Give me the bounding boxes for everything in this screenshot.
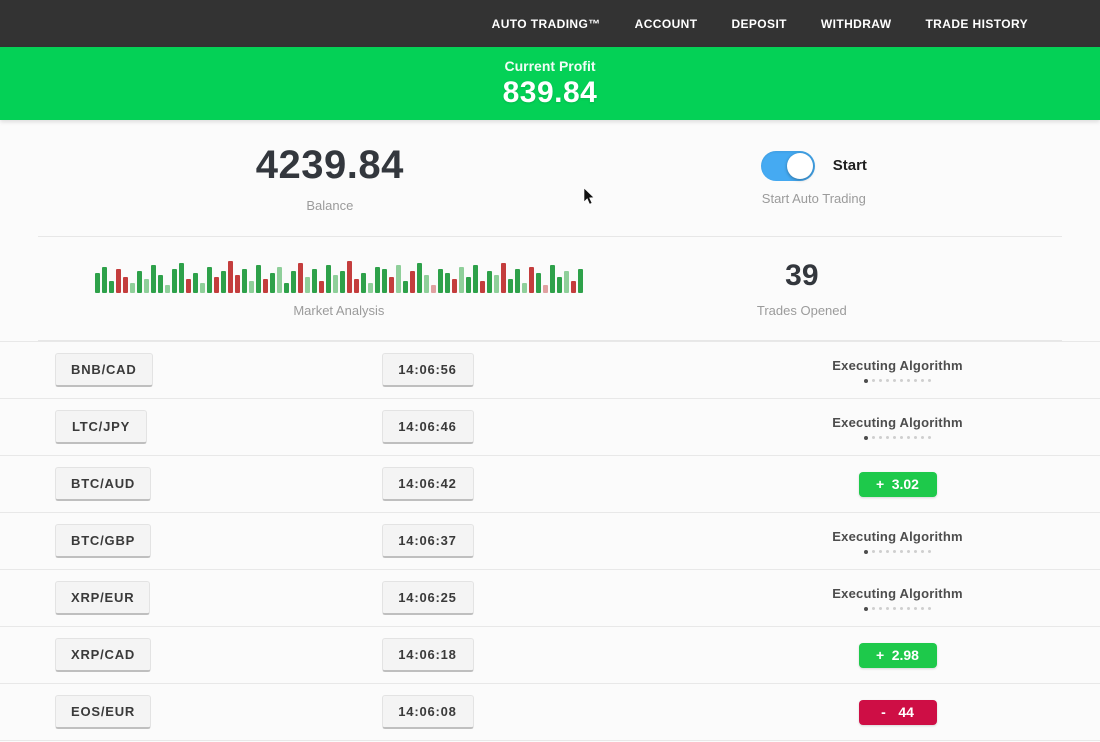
nav-item-account[interactable]: ACCOUNT [634,16,698,31]
progress-dots [864,435,931,440]
pair-chip: BNB/CAD [55,353,153,387]
balance-section: 4239.84 Balance Start Start Auto Trading [38,120,1062,237]
pair-chip: EOS/EUR [55,695,152,729]
auto-trading-toggle[interactable] [760,150,815,181]
balance-value: 4239.84 [255,143,404,187]
nav-item-deposit[interactable]: DEPOSIT [731,16,787,31]
top-nav-bar: AUTO TRADING™ ACCOUNT DEPOSIT WITHDRAW T… [0,0,1100,47]
table-row: BTC/AUD 14:06:42 + 3.02 [0,455,1100,512]
toggle-caption: Start Auto Trading [761,190,866,206]
nav-item-trade-history[interactable]: TRADE HISTORY [925,16,1028,31]
time-chip: 14:06:08 [381,695,474,729]
profit-badge: + 2.98 [858,642,937,668]
time-chip: 14:06:56 [381,353,474,387]
toggle-label: Start [832,157,867,174]
nav-item-auto-trading[interactable]: AUTO TRADING™ [491,16,601,31]
balance-block: 4239.84 Balance [38,120,622,236]
time-chip: 14:06:46 [381,410,474,444]
time-chip: 14:06:37 [381,524,474,558]
pair-chip: XRP/CAD [55,638,152,672]
status-executing: Executing Algorithm [832,529,963,554]
market-section: Market Analysis 39 Trades Opened [38,237,1062,341]
table-row: EOS/EUR 14:06:08 - 44 [0,683,1100,740]
balance-label: Balance [306,198,354,213]
progress-dots [864,378,931,383]
time-chip: 14:06:25 [381,581,474,615]
status-executing: Executing Algorithm [832,586,963,611]
market-analysis-block: Market Analysis [56,237,622,340]
pair-chip: BTC/GBP [55,524,152,558]
current-profit-banner: Current Profit 839.84 [0,47,1100,120]
status-executing: Executing Algorithm [832,415,963,440]
market-analysis-chart [94,259,583,293]
loss-badge: - 44 [858,699,937,725]
pair-chip: LTC/JPY [55,410,147,444]
table-row: XRP/CAD 14:06:18 + 2.98 [0,626,1100,683]
table-row: LTC/JPY 14:06:46 Executing Algorithm [0,398,1100,455]
table-row: XRP/EUR 14:06:25 Executing Algorithm [0,569,1100,626]
table-row: BTC/GBP 14:06:37 Executing Algorithm [0,512,1100,569]
time-chip: 14:06:42 [381,467,474,501]
market-analysis-label: Market Analysis [293,303,385,318]
time-chip: 14:06:18 [381,638,474,672]
status-executing: Executing Algorithm [832,358,963,383]
nav-item-withdraw[interactable]: WITHDRAW [820,16,892,31]
auto-trading-block: Start Start Auto Trading [594,120,1034,236]
table-row: BNB/CAD 14:06:56 Executing Algorithm [0,341,1100,398]
pair-chip: XRP/EUR [55,581,151,615]
trades-opened-value: 39 [785,259,819,292]
trades-table: BNB/CAD 14:06:56 Executing Algorithm LTC… [0,341,1100,741]
trades-opened-block: 39 Trades Opened [582,237,1022,340]
toggle-knob [786,152,813,179]
trades-opened-label: Trades Opened [756,303,847,318]
pair-chip: BTC/AUD [55,467,152,501]
progress-dots [864,606,931,611]
progress-dots [864,549,931,554]
profit-badge: + 3.02 [858,471,937,497]
current-profit-label: Current Profit [504,58,596,74]
current-profit-value: 839.84 [502,76,598,109]
